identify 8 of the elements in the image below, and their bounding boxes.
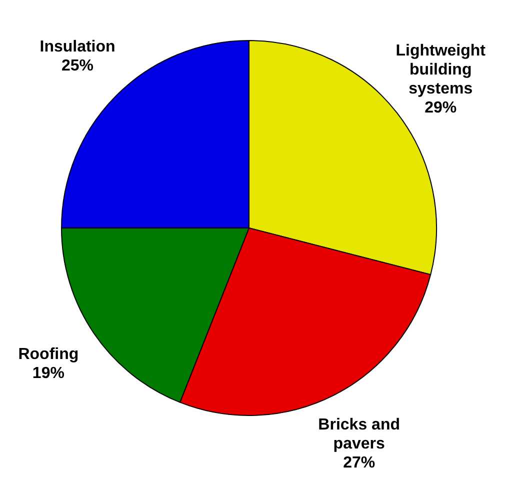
data-label: 19% bbox=[32, 365, 64, 382]
data-label: 27% bbox=[343, 454, 376, 472]
slice-label: Bricks and pavers bbox=[318, 416, 400, 452]
slice-label: Roofing bbox=[18, 346, 79, 364]
slice-label: Lightweight building systems bbox=[396, 42, 486, 98]
slice-label: Insulation bbox=[40, 38, 116, 56]
data-label: 25% bbox=[62, 57, 94, 74]
data-label: 29% bbox=[424, 99, 457, 116]
